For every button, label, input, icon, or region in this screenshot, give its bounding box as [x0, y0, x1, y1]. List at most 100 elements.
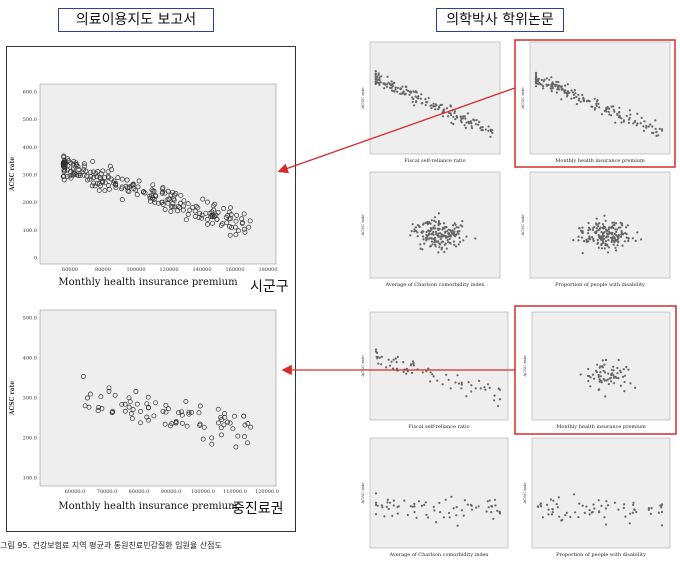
scatter-point — [571, 91, 575, 94]
scatter-point — [620, 235, 623, 238]
scatter-point — [100, 179, 106, 185]
scatter-point — [614, 246, 617, 249]
scatter-point — [454, 245, 458, 248]
scatter-point — [579, 373, 582, 376]
scatter-point — [100, 168, 106, 174]
scatter-point — [437, 232, 440, 235]
scatter-point — [558, 515, 561, 518]
scatter-point — [595, 370, 599, 374]
scatter-point — [406, 370, 409, 373]
scatter-point — [126, 404, 132, 410]
small-y-label: ACSC rate — [360, 482, 365, 505]
scatter-point — [230, 426, 236, 432]
scatter-point — [617, 226, 621, 229]
scatter-point — [629, 382, 632, 385]
scatter-point — [417, 97, 420, 100]
scatter-point — [613, 232, 616, 235]
y-tick-label: 500.0 — [23, 316, 37, 322]
scatter-point — [599, 365, 602, 368]
small-plot-area — [531, 437, 671, 549]
scatter-point — [414, 95, 417, 98]
scatter-point — [411, 223, 414, 226]
scatter-point — [412, 90, 415, 93]
scatter-point — [585, 238, 588, 241]
scatter-point — [484, 128, 487, 131]
scatter-point — [95, 169, 101, 174]
scatter-point — [374, 82, 377, 85]
scatter-point — [442, 222, 446, 225]
scatter-point — [604, 507, 608, 510]
scatter-point — [574, 511, 577, 514]
scatter-point — [587, 221, 590, 225]
scatter-point — [602, 225, 605, 228]
scatter-point — [147, 193, 153, 199]
scatter-point — [421, 248, 424, 251]
scatter-point — [617, 237, 620, 240]
scatter-point — [162, 421, 168, 427]
scatter-point — [394, 357, 397, 360]
scatter-point — [165, 406, 171, 412]
scatter-point — [411, 371, 414, 374]
scatter-point — [442, 516, 445, 519]
scatter-point — [588, 374, 591, 378]
scatter-point — [610, 105, 613, 108]
scatter-point — [441, 115, 444, 118]
scatter-point — [448, 516, 451, 519]
scatter-point — [600, 504, 603, 507]
scatter-point — [627, 121, 631, 124]
scatter-point — [221, 422, 227, 428]
scatter-point — [550, 87, 553, 90]
scatter-point — [616, 366, 619, 370]
scatter-point — [248, 424, 254, 430]
scatter-point — [432, 227, 435, 230]
scatter-point — [452, 240, 455, 243]
scatter-point — [432, 230, 435, 234]
scatter-point — [447, 228, 450, 231]
scatter-point — [541, 516, 545, 519]
scatter-point — [432, 105, 435, 108]
scatter-point — [498, 512, 502, 515]
scatter-point — [374, 513, 378, 516]
scatter-point — [445, 107, 449, 110]
scatter-point — [621, 375, 625, 378]
scatter-point — [242, 422, 248, 428]
scatter-point — [162, 190, 168, 196]
scatter-point — [107, 163, 113, 169]
scatter-point — [557, 496, 560, 499]
scatter-point — [473, 119, 476, 122]
scatter-point — [171, 204, 177, 210]
scatter-point — [390, 80, 393, 83]
scatter-point — [598, 222, 601, 225]
scatter-point — [214, 217, 220, 222]
scatter-point — [611, 231, 614, 234]
scatter-point — [430, 228, 433, 231]
scatter-point — [377, 73, 380, 76]
y-tick-label: 400.0 — [23, 356, 37, 362]
scatter-point — [611, 221, 614, 224]
scatter-point — [607, 383, 611, 386]
scatter-point — [588, 235, 591, 238]
scatter-point — [408, 93, 411, 96]
scatter-point — [574, 92, 577, 95]
scatter-point — [89, 183, 95, 189]
scatter-point — [493, 394, 496, 397]
scatter-point — [395, 361, 398, 364]
scatter-point — [205, 216, 210, 222]
scatter-point — [224, 220, 230, 226]
scatter-point — [374, 348, 378, 351]
scatter-point — [540, 78, 543, 81]
scatter-point — [581, 252, 584, 255]
scatter-point — [442, 235, 445, 238]
x-tick-label: 70000.0 — [97, 489, 118, 495]
scatter-point — [624, 515, 627, 518]
small-y-label: ACSC rate — [522, 355, 527, 378]
scatter-point — [432, 233, 435, 236]
scatter-point — [581, 226, 584, 229]
x-tick-label: 110000.0 — [223, 489, 247, 495]
scatter-point — [586, 99, 589, 102]
scatter-point — [440, 233, 443, 237]
scatter-point — [192, 208, 198, 214]
scatter-point — [465, 121, 468, 124]
scatter-point — [438, 106, 441, 109]
scatter-point — [376, 504, 379, 507]
